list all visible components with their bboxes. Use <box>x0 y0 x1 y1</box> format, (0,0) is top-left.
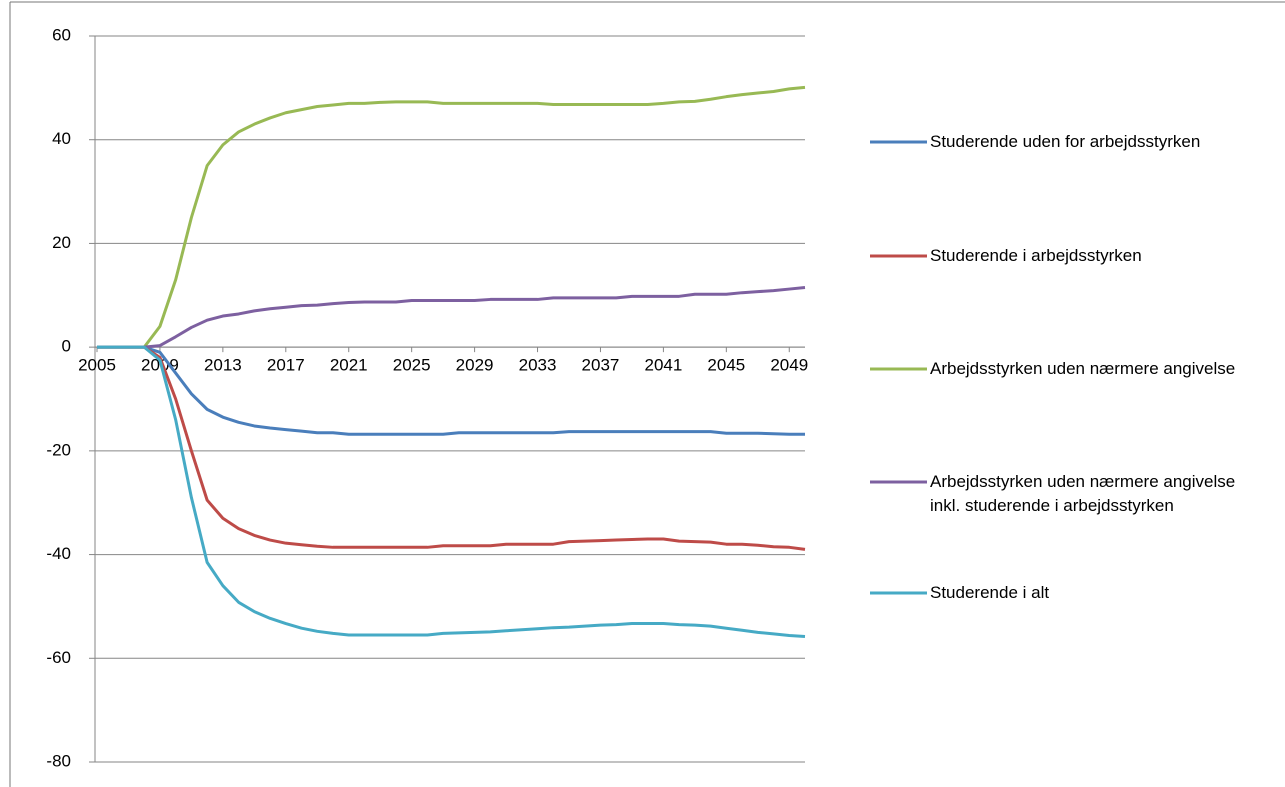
series-line <box>97 345 806 639</box>
x-tick-label: 2049 <box>770 356 808 375</box>
x-tick-label: 2021 <box>330 356 368 375</box>
y-tick-label: 60 <box>52 25 71 44</box>
x-tick-label: 2041 <box>644 356 682 375</box>
x-tick-label: 2033 <box>519 356 557 375</box>
x-tick-label: 2045 <box>707 356 745 375</box>
legend-label: Arbejdsstyrken uden nærmere angivelse in… <box>930 472 1236 515</box>
series-line <box>97 85 806 349</box>
legend-label: Arbejdsstyrken uden nærmere angivelse <box>930 359 1236 378</box>
x-tick-label: 2005 <box>78 356 116 375</box>
series-line <box>97 345 805 436</box>
y-tick-label: 40 <box>52 129 71 148</box>
y-tick-label: -80 <box>46 751 71 770</box>
legend-label: Studerende i alt <box>930 583 1050 602</box>
x-tick-label: 2017 <box>267 356 305 375</box>
y-tick-label: -20 <box>46 440 71 459</box>
y-tick-label: -40 <box>46 544 71 563</box>
y-tick-label: -60 <box>46 648 71 667</box>
x-tick-label: 2029 <box>456 356 494 375</box>
legend-label: Studerende i arbejdsstyrken <box>930 246 1142 265</box>
series-line <box>97 345 806 551</box>
y-tick-label: 20 <box>52 233 71 252</box>
x-tick-label: 2037 <box>582 356 620 375</box>
legend-label: Studerende uden for arbejdsstyrken <box>930 132 1201 151</box>
y-tick-label: 0 <box>62 337 71 356</box>
x-tick-label: 2025 <box>393 356 431 375</box>
x-tick-label: 2013 <box>204 356 242 375</box>
series-line <box>97 286 806 349</box>
